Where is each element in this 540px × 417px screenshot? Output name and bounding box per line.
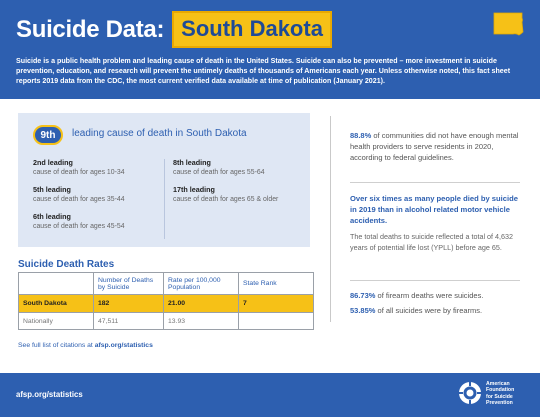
table-cell: South Dakota: [18, 294, 94, 313]
logo-line: American: [486, 381, 510, 387]
fact-divider: [350, 280, 520, 281]
fact-motor-vehicle: Over six times as many people died by su…: [350, 194, 518, 225]
table-header-row: Number of Deaths by Suicide Rate per 100…: [18, 272, 314, 295]
south-dakota-map-icon: [493, 12, 524, 36]
table-cell: 21.00: [163, 294, 239, 313]
fact-divider: [350, 182, 520, 183]
table-row: Nationally 47,511 13.93: [18, 312, 314, 330]
logo-line: Foundation: [486, 387, 515, 394]
fact-firearm-deaths: 86.73% of firearm deaths were suicides.: [350, 291, 520, 300]
fact-providers-pct: 88.8%: [350, 131, 372, 140]
vertical-divider: [330, 116, 331, 322]
leading-detail: cause of death for ages 10-34: [33, 169, 125, 176]
leading-rank: 2nd leading: [33, 158, 73, 167]
ranking-card: 9th leading cause of death in South Dako…: [18, 113, 310, 247]
table-cell: 47,511: [93, 312, 164, 330]
leading-list-right: 8th leading cause of death for ages 55-6…: [173, 158, 303, 212]
logo-line: for Suicide: [486, 393, 513, 400]
citation-link[interactable]: afsp.org/statistics: [94, 342, 153, 349]
leading-rank: 5th leading: [33, 185, 71, 194]
page-title: Suicide Data: South Dakota: [16, 11, 332, 48]
rates-title: Suicide Death Rates: [18, 259, 115, 270]
header-banner: Suicide Data: South Dakota Suicide is a …: [0, 0, 540, 99]
leading-detail: cause of death for ages 65 & older: [173, 196, 279, 203]
fact-ypll: The total deaths to suicide reflected a …: [350, 232, 514, 252]
fact-suicides-firearms-pct: 53.85%: [350, 306, 376, 315]
logo-wordmark: American Foundation for Suicide Preventi…: [486, 381, 536, 407]
fact-suicides-firearms-text: of all suicides were by firearms.: [375, 306, 483, 315]
table-cell: 13.93: [163, 312, 239, 330]
leading-rank: 17th leading: [173, 185, 215, 194]
leading-item: 17th leading cause of death for ages 65 …: [173, 185, 303, 212]
leading-item: 2nd leading cause of death for ages 10-3…: [33, 158, 163, 185]
leading-detail: cause of death for ages 55-64: [173, 169, 265, 176]
citation-prefix: See full list of citations at: [18, 342, 95, 349]
rank-headline: leading cause of death in South Dakota: [72, 128, 247, 139]
leading-item: 6th leading cause of death for ages 45-5…: [33, 212, 163, 239]
fact-providers: 88.8% of communities did not have enough…: [350, 130, 520, 163]
fact-providers-text: of communities did not have enough menta…: [350, 131, 519, 162]
leading-rank: 6th leading: [33, 212, 71, 221]
title-state: South Dakota: [172, 11, 332, 48]
leading-detail: cause of death for ages 35-44: [33, 196, 125, 203]
leading-detail: cause of death for ages 45-54: [33, 223, 125, 230]
table-cell: [238, 312, 314, 330]
fact-firearm-deaths-pct: 86.73%: [350, 291, 376, 300]
leading-item: 5th leading cause of death for ages 35-4…: [33, 185, 163, 212]
leading-list-left: 2nd leading cause of death for ages 10-3…: [33, 158, 163, 239]
rank-badge: 9th: [33, 125, 63, 145]
title-main: Suicide Data:: [16, 15, 165, 43]
column-divider: [164, 159, 165, 239]
fact-suicides-firearms: 53.85% of all suicides were by firearms.: [350, 306, 520, 315]
logo-line: Prevention: [486, 400, 513, 407]
table-header-cell: State Rank: [238, 272, 314, 295]
intro-paragraph: Suicide is a public health problem and l…: [16, 57, 511, 85]
table-cell: 182: [93, 294, 164, 313]
footer-link[interactable]: afsp.org/statistics: [16, 390, 83, 399]
leading-item: 8th leading cause of death for ages 55-6…: [173, 158, 303, 185]
table-header-cell: Rate per 100,000 Population: [163, 272, 239, 295]
table-header-cell: [18, 272, 94, 295]
citation-note: See full list of citations at afsp.org/s…: [18, 342, 153, 349]
table-row: South Dakota 182 21.00 7: [18, 294, 314, 313]
table-header-cell: Number of Deaths by Suicide: [93, 272, 164, 295]
leading-rank: 8th leading: [173, 158, 211, 167]
fact-firearm-deaths-text: of firearm deaths were suicides.: [375, 291, 484, 300]
footer-banner: afsp.org/statistics American Foundation …: [0, 373, 540, 417]
table-cell: Nationally: [18, 312, 94, 330]
table-cell: 7: [238, 294, 314, 313]
afsp-logo-icon: [459, 382, 481, 404]
death-rates-table: Number of Deaths by Suicide Rate per 100…: [18, 272, 314, 330]
